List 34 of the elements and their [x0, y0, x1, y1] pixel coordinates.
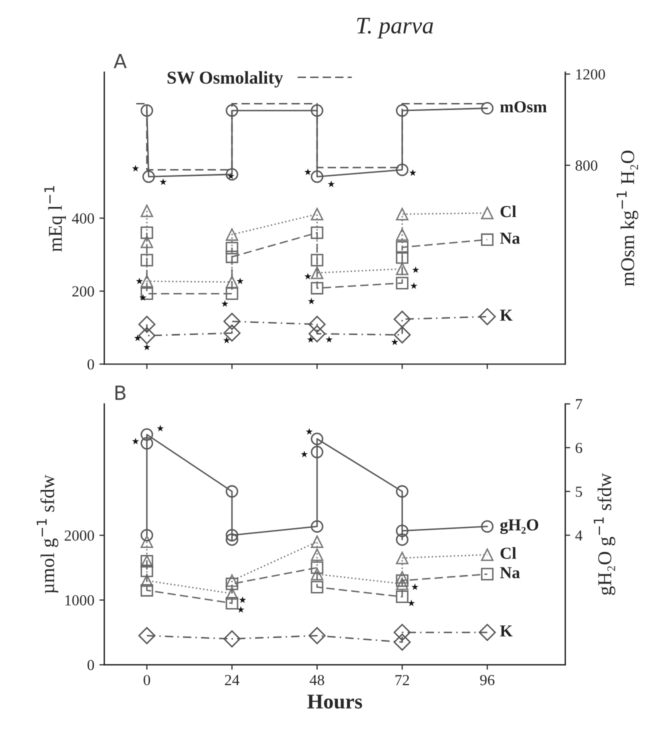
y2-axis-title: mOsm kg$^{−1}$ H₂O — [616, 150, 638, 286]
series-label: gH₂O — [500, 519, 538, 534]
y2-tick-label: 5 — [576, 486, 582, 497]
y-tick-label: 200 — [72, 286, 94, 297]
y-tick-label: 2000 — [64, 530, 94, 541]
y-tick-label: 0 — [88, 359, 94, 370]
x-tick-label: 48 — [310, 674, 324, 686]
legend-label: SW Osmolality — [168, 71, 284, 88]
x-axis-title: Hours — [307, 694, 362, 709]
series-label: Cl — [500, 205, 516, 218]
y-tick-label: 0 — [88, 660, 94, 670]
y-axis-title: µmol g$^{−1}$ sfdw — [36, 474, 58, 594]
y2-axis-title: gH₂O g$^{−1}$ sfdw — [594, 473, 616, 595]
x-tick-label: 96 — [480, 674, 494, 686]
y2-tick-label: 1200 — [576, 69, 605, 80]
series-label: mOsm — [500, 101, 547, 112]
y-axis-title: mEq l$^{−1}$ — [44, 186, 66, 252]
text: B — [115, 386, 126, 400]
series-label: K — [500, 310, 513, 321]
x-tick-label: 0 — [144, 674, 150, 686]
x-tick-label: 24 — [225, 674, 240, 686]
text: A — [114, 54, 127, 68]
y2-tick-label: 4 — [575, 530, 582, 540]
y2-tick-label: 6 — [576, 442, 582, 454]
series-label: Cl — [500, 547, 516, 559]
x-tick-label: 72 — [396, 674, 409, 686]
chart-title: T. parva — [357, 18, 433, 38]
y-tick-label: 400 — [72, 213, 94, 224]
series-label: Na — [500, 567, 520, 578]
series-label: Na — [500, 232, 520, 244]
y2-tick-label: 7 — [576, 399, 582, 410]
series-label: K — [500, 626, 513, 636]
y-tick-label: 1000 — [65, 595, 94, 606]
y2-tick-label: 800 — [576, 160, 598, 171]
